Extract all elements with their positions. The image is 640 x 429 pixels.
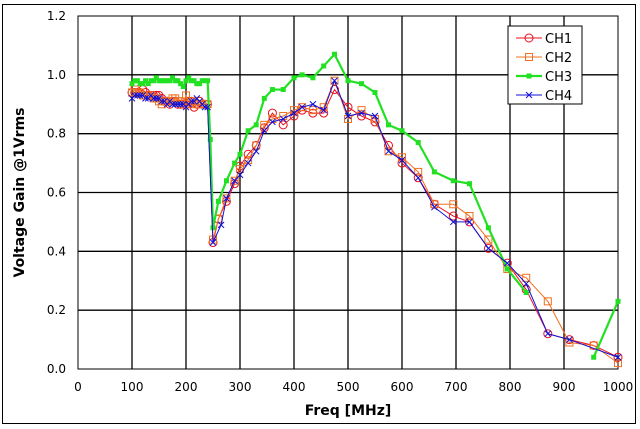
x-tick-label: 600 [391, 380, 414, 394]
y-tick-label: 0.2 [47, 303, 66, 317]
y-tick-label: 0.8 [47, 127, 66, 141]
x-tick-label: 700 [445, 380, 468, 394]
x-tick-label: 900 [553, 380, 576, 394]
y-axis-title: Voltage Gain @1Vrms [12, 108, 28, 278]
series-ch1 [127, 85, 623, 362]
x-tick-label: 100 [121, 380, 144, 394]
series-layer [127, 51, 623, 368]
y-tick-label: 0.4 [47, 244, 66, 258]
y-tick-label: 1.2 [47, 9, 66, 23]
legend: CH1 CH2 CH3 CH4 [507, 25, 583, 105]
legend-label: CH4 [545, 89, 572, 104]
x-tick-label: 0 [74, 380, 82, 394]
legend-item-ch2: CH2 [516, 51, 572, 66]
x-axis-ticks: 0 100 200 300 400 500 600 700 800 900 1000 [74, 380, 633, 394]
legend-label: CH3 [545, 70, 572, 85]
x-tick-label: 200 [175, 380, 198, 394]
legend-item-ch1: CH1 [516, 32, 572, 47]
series-ch4 [128, 77, 622, 361]
legend-label: CH1 [545, 32, 572, 47]
legend-box [507, 25, 583, 105]
y-tick-label: 1.0 [47, 68, 66, 82]
y-tick-label: 0.0 [47, 362, 66, 376]
x-tick-label: 800 [499, 380, 522, 394]
legend-label: CH2 [545, 51, 572, 66]
legend-item-ch3: CH3 [516, 70, 572, 85]
plot-area [77, 15, 619, 370]
y-axis-ticks: 0.0 0.2 0.4 0.6 0.8 1.0 1.2 [47, 9, 66, 376]
series-ch2 [128, 76, 622, 368]
x-tick-label: 1000 [603, 380, 634, 394]
y-tick-label: 0.6 [47, 186, 66, 200]
x-tick-label: 400 [283, 380, 306, 394]
x-tick-label: 500 [337, 380, 360, 394]
legend-item-ch4: CH4 [516, 89, 572, 104]
x-axis-title: Freq [MHz] [305, 403, 392, 419]
series-ch3 [129, 51, 621, 360]
x-tick-label: 300 [229, 380, 252, 394]
